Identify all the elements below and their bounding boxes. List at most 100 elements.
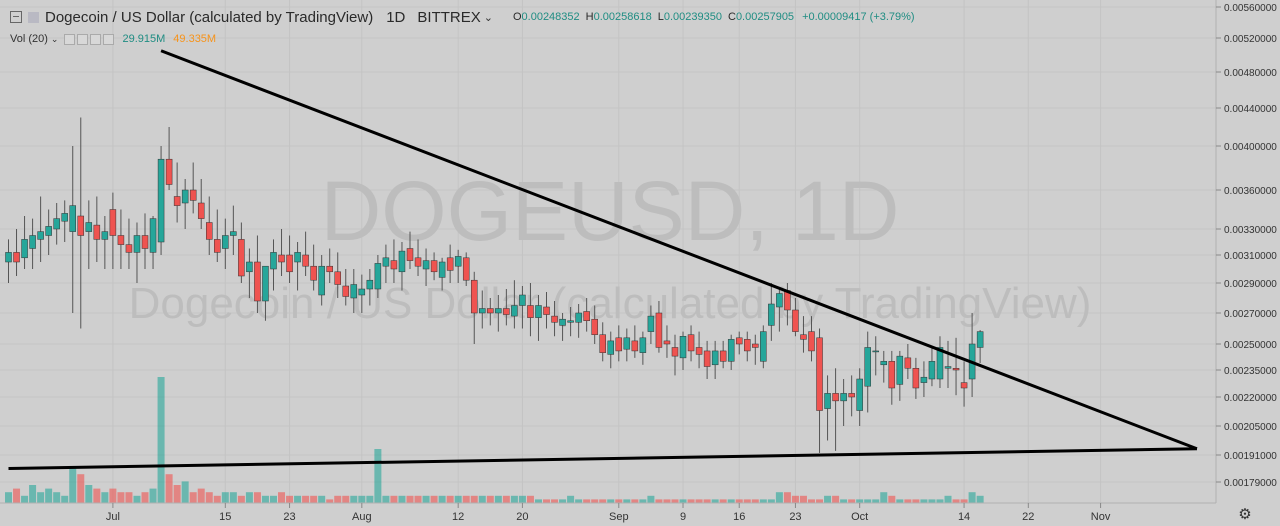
- candle: [904, 344, 912, 379]
- candle: [13, 229, 20, 276]
- candle: [238, 222, 245, 283]
- candle-body: [294, 252, 301, 263]
- candle: [479, 290, 486, 329]
- candle: [671, 334, 679, 376]
- price-axis[interactable]: 0.00560000 0.00520000 0.00480000 0.00440000…: [1215, 0, 1280, 503]
- chevron-down-icon[interactable]: ⌄: [483, 11, 493, 24]
- price-tick-label: 0.00310000: [1224, 251, 1277, 262]
- candle: [254, 235, 261, 313]
- candle: [976, 330, 984, 364]
- volume-bar: [526, 495, 534, 503]
- candle-body: [422, 260, 430, 270]
- candle-body: [278, 254, 285, 263]
- volume-bar: [302, 495, 310, 503]
- volume-bar: [904, 499, 912, 503]
- candle-body: [125, 244, 133, 253]
- volume-bar: [93, 488, 101, 503]
- candle-body: [928, 361, 936, 380]
- volume-bar: [77, 474, 85, 503]
- candle: [599, 322, 606, 362]
- gear-icon[interactable]: ⚙: [1238, 506, 1252, 523]
- settings-icon[interactable]: [77, 33, 89, 45]
- price-change: +0.00009417 (+3.79%): [802, 11, 915, 23]
- volume-bar: [510, 495, 518, 503]
- volume-bar: [679, 499, 687, 503]
- visibility-icon[interactable]: [64, 33, 76, 45]
- candle-body: [326, 265, 333, 273]
- candle: [896, 350, 904, 401]
- volume-bar: [229, 492, 237, 503]
- candle-body: [109, 209, 117, 236]
- candle-body: [768, 303, 775, 326]
- volume-bar: [13, 488, 21, 503]
- candle-body: [615, 337, 623, 352]
- candle-body: [342, 285, 350, 297]
- volume-bar: [711, 499, 719, 503]
- candle: [398, 242, 406, 291]
- time-tick-label: Aug: [352, 511, 372, 523]
- exchange-label[interactable]: BITTREX: [417, 8, 481, 26]
- candle: [503, 289, 510, 326]
- candle-body: [591, 318, 598, 335]
- volume-label[interactable]: Vol (20): [10, 33, 48, 45]
- more-icon[interactable]: [103, 33, 115, 45]
- collapse-icon[interactable]: [10, 11, 22, 23]
- timeframe-label[interactable]: 1D: [386, 8, 406, 26]
- volume-bar: [29, 485, 37, 503]
- candle: [519, 286, 526, 329]
- low-value: 0.00239350: [663, 11, 722, 23]
- candle: [462, 252, 470, 286]
- candle-body: [37, 231, 44, 240]
- candle-body: [744, 339, 751, 352]
- volume-bar: [968, 492, 976, 503]
- volume-bar: [253, 492, 261, 503]
- candle-body: [406, 248, 414, 261]
- volume-bar: [864, 499, 872, 503]
- volume-bar: [944, 495, 952, 503]
- low-label: L: [657, 11, 664, 23]
- chevron-down-icon[interactable]: ⌄: [50, 33, 59, 44]
- candle-body: [61, 213, 68, 222]
- price-tick-label: 0.00220000: [1224, 393, 1277, 404]
- candle-body: [173, 196, 181, 206]
- volume-bar: [671, 499, 679, 503]
- candle: [495, 295, 502, 332]
- volume-bar: [125, 492, 133, 503]
- volume-bar: [615, 499, 623, 503]
- volume-bar: [687, 499, 695, 503]
- candle-body: [141, 235, 149, 249]
- volume-bar: [245, 492, 253, 503]
- candle-body: [511, 305, 518, 317]
- drawn-trendlines[interactable]: [8, 49, 1198, 470]
- candle: [631, 325, 639, 358]
- time-tick-label: 9: [680, 511, 686, 523]
- volume-bar: [518, 495, 526, 503]
- price-tick-label: 0.00360000: [1224, 186, 1277, 197]
- candle-body: [792, 309, 799, 332]
- candle: [181, 179, 189, 229]
- candle: [639, 331, 647, 365]
- volume-bar: [5, 492, 12, 503]
- volume-bar: [374, 449, 382, 503]
- candle: [390, 239, 398, 283]
- candle: [623, 328, 631, 362]
- candle-body: [366, 279, 374, 290]
- time-tick-label: Nov: [1091, 511, 1111, 523]
- candle-body: [438, 261, 446, 278]
- volume-bar: [719, 499, 727, 503]
- symbol-title[interactable]: Dogecoin / US Dollar (calculated by Trad…: [45, 8, 374, 26]
- candle-body: [519, 294, 526, 306]
- trendline-lower[interactable]: [8, 447, 1197, 470]
- close-icon[interactable]: [90, 33, 102, 45]
- candle-body: [679, 336, 687, 359]
- candle: [848, 375, 855, 417]
- volume-bar: [816, 499, 824, 503]
- candle-body: [671, 347, 679, 357]
- trendline-upper[interactable]: [160, 49, 1198, 451]
- candle: [77, 117, 85, 329]
- candle-body: [318, 265, 325, 296]
- volume-bar: [727, 499, 735, 503]
- time-axis[interactable]: Jul 15 23 Aug 12 20 Sep 9 16 23 Oct 14 22 Nov: [0, 502, 1280, 526]
- time-tick-label: 12: [452, 511, 464, 523]
